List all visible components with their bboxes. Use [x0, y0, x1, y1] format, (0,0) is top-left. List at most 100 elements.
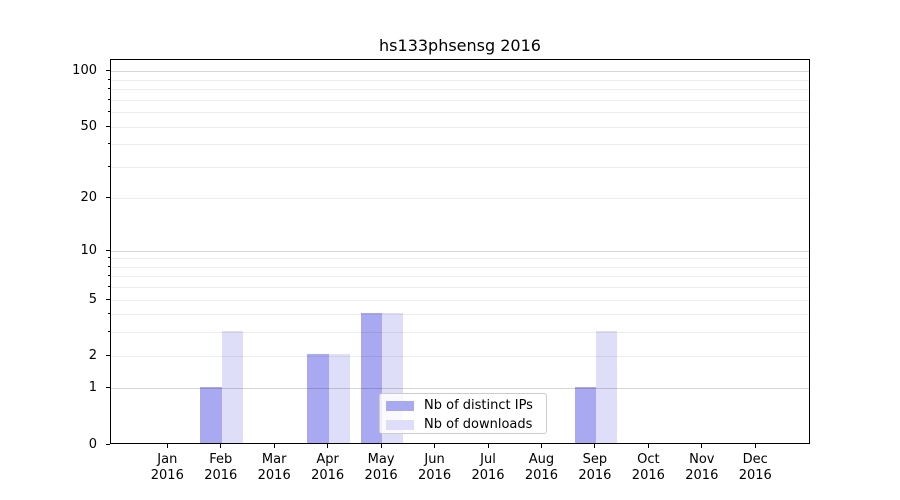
x-tick-aug — [540, 444, 542, 448]
chart-title: hs133phsensg 2016 — [379, 36, 541, 55]
x-tick-year-jun: 2016 — [418, 468, 452, 483]
x-tick-feb — [220, 444, 222, 448]
y-tick-2 — [106, 354, 110, 356]
bar-distinct-ips-feb — [200, 386, 222, 443]
x-tick-year-apr: 2016 — [311, 468, 345, 483]
gridline-y-40 — [111, 144, 809, 146]
x-tick-month-mar: Mar — [261, 452, 287, 467]
x-tick-label-dec: Dec 2016 — [725, 452, 785, 484]
x-tick-dec — [754, 444, 756, 448]
y-minor-tick-90 — [108, 78, 110, 80]
x-tick-nov — [701, 444, 703, 448]
gridline-y-5 — [111, 299, 809, 301]
gridline-y-2 — [111, 355, 809, 357]
gridline-y-50 — [111, 126, 809, 128]
x-tick-may — [380, 444, 382, 448]
x-tick-label-sep: Sep 2016 — [565, 452, 625, 484]
x-tick-label-feb: Feb 2016 — [191, 452, 251, 484]
legend-label-distinct-ips: Nb of distinct IPs — [424, 398, 533, 413]
y-minor-tick-30 — [108, 165, 110, 167]
x-tick-oct — [647, 444, 649, 448]
x-tick-sep — [594, 444, 596, 448]
legend-item-downloads: Nb of downloads — [386, 415, 540, 434]
x-tick-year-jul: 2016 — [471, 468, 505, 483]
bar-downloads-apr — [328, 354, 351, 443]
x-tick-year-may: 2016 — [364, 468, 398, 483]
gridline-y-20 — [111, 198, 809, 200]
y-tick-label-5: 5 — [88, 291, 97, 307]
gridline-y-80 — [111, 89, 809, 91]
x-tick-label-may: May 2016 — [351, 452, 411, 484]
gridline-y-6 — [111, 287, 809, 289]
x-tick-label-aug: Aug 2016 — [511, 452, 571, 484]
legend: Nb of distinct IPs Nb of downloads — [379, 393, 547, 434]
x-tick-jul — [487, 444, 489, 448]
y-minor-tick-40 — [108, 143, 110, 145]
y-tick-100 — [106, 70, 110, 72]
y-minor-tick-60 — [108, 111, 110, 113]
gridline-y-3 — [111, 332, 809, 334]
x-tick-year-mar: 2016 — [257, 468, 291, 483]
x-tick-month-dec: Dec — [742, 452, 768, 467]
x-tick-label-jun: Jun 2016 — [405, 452, 465, 484]
gridline-y-4 — [111, 314, 809, 316]
y-tick-label-2: 2 — [88, 347, 97, 363]
x-tick-month-nov: Nov — [689, 452, 715, 467]
x-tick-month-sep: Sep — [582, 452, 608, 467]
x-tick-label-mar: Mar 2016 — [244, 452, 304, 484]
y-tick-label-100: 100 — [72, 63, 97, 79]
x-tick-month-feb: Feb — [209, 452, 233, 467]
y-minor-tick-8 — [108, 265, 110, 267]
y-minor-tick-9 — [108, 257, 110, 259]
x-tick-month-jun: Jun — [424, 452, 445, 467]
bar-downloads-feb — [221, 330, 244, 443]
bar-distinct-ips-sep — [574, 386, 596, 443]
y-tick-5 — [106, 298, 110, 300]
bar-distinct-ips-may — [360, 312, 383, 443]
legend-swatch-distinct-ips-icon — [386, 400, 414, 411]
y-tick-20 — [106, 197, 110, 199]
gridline-y-1 — [111, 388, 809, 390]
y-tick-label-1: 1 — [88, 380, 97, 396]
x-tick-jan — [166, 444, 168, 448]
gridline-y-100 — [111, 71, 809, 73]
legend-item-distinct-ips: Nb of distinct IPs — [386, 396, 540, 415]
y-tick-10 — [106, 249, 110, 251]
y-tick-label-0: 0 — [88, 436, 97, 452]
x-tick-month-apr: Apr — [316, 452, 339, 467]
x-tick-label-jul: Jul 2016 — [458, 452, 518, 484]
x-tick-label-apr: Apr 2016 — [298, 452, 358, 484]
x-tick-year-jan: 2016 — [150, 468, 184, 483]
y-minor-tick-7 — [108, 275, 110, 277]
y-tick-label-10: 10 — [80, 242, 97, 258]
x-tick-month-may: May — [367, 452, 395, 467]
x-tick-year-aug: 2016 — [524, 468, 558, 483]
x-tick-year-nov: 2016 — [685, 468, 719, 483]
y-tick-1 — [106, 387, 110, 389]
gridline-y-8 — [111, 266, 809, 268]
y-tick-0 — [106, 443, 110, 445]
x-tick-label-oct: Oct 2016 — [618, 452, 678, 484]
x-tick-mar — [273, 444, 275, 448]
x-tick-year-sep: 2016 — [578, 468, 612, 483]
gridline-y-10 — [111, 250, 809, 252]
x-tick-year-feb: 2016 — [204, 468, 238, 483]
gridline-y-30 — [111, 166, 809, 168]
x-tick-year-dec: 2016 — [738, 468, 772, 483]
y-tick-label-50: 50 — [80, 118, 97, 134]
x-tick-month-aug: Aug — [528, 452, 555, 467]
plot-area — [110, 59, 810, 444]
y-tick-label-20: 20 — [80, 190, 97, 206]
y-minor-tick-3 — [108, 331, 110, 333]
y-minor-tick-6 — [108, 286, 110, 288]
legend-label-downloads: Nb of downloads — [424, 417, 533, 432]
x-tick-year-oct: 2016 — [631, 468, 665, 483]
bar-downloads-sep — [595, 330, 618, 443]
gridline-y-9 — [111, 258, 809, 260]
y-minor-tick-70 — [108, 98, 110, 100]
gridline-y-60 — [111, 112, 809, 114]
x-tick-label-nov: Nov 2016 — [672, 452, 732, 484]
legend-swatch-downloads-icon — [386, 419, 414, 430]
gridline-y-70 — [111, 99, 809, 101]
gridline-y-90 — [111, 79, 809, 81]
